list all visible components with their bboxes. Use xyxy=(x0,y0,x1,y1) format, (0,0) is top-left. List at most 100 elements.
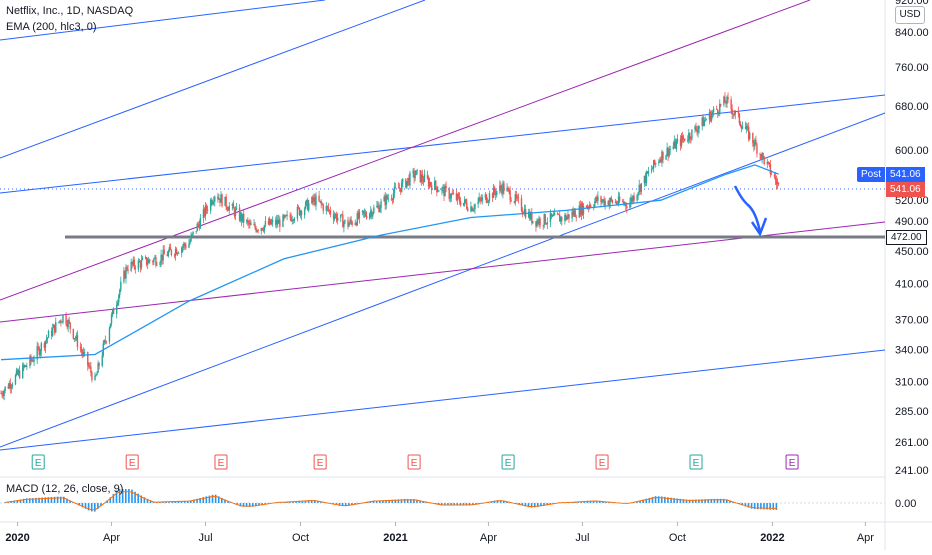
candle-body xyxy=(226,207,227,209)
candle-body xyxy=(188,244,189,248)
currency-button[interactable]: USD xyxy=(895,6,925,24)
candle-body xyxy=(47,338,48,340)
candle-body xyxy=(257,230,258,231)
candle-body xyxy=(41,343,42,351)
candle-body xyxy=(474,204,475,209)
candle-body xyxy=(740,123,741,126)
earnings-marker[interactable]: E xyxy=(32,455,44,469)
candle-body xyxy=(590,205,591,207)
candle-body xyxy=(566,217,567,220)
time-tick-label: Oct xyxy=(669,532,686,544)
candle-body xyxy=(88,366,89,367)
candle-body xyxy=(142,258,143,260)
candle-body xyxy=(697,129,698,133)
candle-body xyxy=(1,393,2,395)
candle-body xyxy=(665,155,666,160)
candle-body xyxy=(48,331,49,338)
candle-body xyxy=(328,207,329,210)
earnings-marker[interactable]: E xyxy=(690,455,702,469)
candle-body xyxy=(45,341,46,348)
earnings-marker[interactable]: E xyxy=(408,455,420,469)
earnings-marker[interactable]: E xyxy=(126,455,138,469)
candle-body xyxy=(163,250,164,255)
candle-body xyxy=(118,295,119,302)
candle-body xyxy=(116,305,117,314)
candle-body xyxy=(95,375,96,376)
candle-body xyxy=(739,113,740,123)
candle-body xyxy=(747,126,748,127)
candle-body xyxy=(308,203,309,210)
candle-body xyxy=(459,196,460,201)
candle-body xyxy=(305,202,306,209)
candle-body xyxy=(691,129,692,139)
earnings-marker[interactable]: E xyxy=(596,455,608,469)
candle-body xyxy=(134,260,135,267)
candle-body xyxy=(724,97,725,103)
ema-legend[interactable]: EMA (200, hlc3, 0) xyxy=(6,21,97,33)
candle-body xyxy=(159,262,160,265)
earnings-marker[interactable]: E xyxy=(786,455,798,469)
time-tick-label: Jul xyxy=(575,532,589,544)
candle-body xyxy=(80,347,81,349)
candle-body xyxy=(554,213,555,216)
candle-body xyxy=(298,207,299,208)
candle-body xyxy=(763,156,764,164)
candle-body xyxy=(738,111,739,114)
candle-body xyxy=(616,202,617,204)
time-tick-label: 2022 xyxy=(760,532,784,544)
candle-body xyxy=(11,386,12,388)
symbol-legend[interactable]: Netflix, Inc., 1D, NASDAQ xyxy=(6,5,133,17)
candle-body xyxy=(301,211,302,215)
candle-body xyxy=(60,320,61,322)
candle-body xyxy=(774,174,775,176)
candle-body xyxy=(509,191,510,201)
candle-body xyxy=(155,257,156,265)
candle-body xyxy=(435,181,436,187)
candle-body xyxy=(98,363,99,366)
candle-body xyxy=(33,359,34,361)
candle-body xyxy=(38,346,39,347)
candle-body xyxy=(394,187,395,193)
earnings-marker[interactable]: E xyxy=(215,455,227,469)
candle-body xyxy=(466,203,467,209)
candle-body xyxy=(73,329,74,339)
candle-body xyxy=(70,323,71,329)
candle-body xyxy=(153,259,154,262)
candle-body xyxy=(719,104,720,113)
candle-body xyxy=(648,171,649,173)
candle-body xyxy=(401,182,402,191)
candle-body xyxy=(330,210,331,214)
macd-legend[interactable]: MACD (12, 26, close, 9) xyxy=(6,483,123,495)
candle-body xyxy=(87,352,88,366)
candle-body xyxy=(651,169,652,171)
candle-body xyxy=(387,195,388,199)
candle-body xyxy=(297,207,298,219)
candle-body xyxy=(489,193,490,200)
candle-body xyxy=(441,188,442,191)
candle-body xyxy=(327,206,328,207)
candle-body xyxy=(652,168,653,169)
price-tick-label: 410.00 xyxy=(895,279,929,291)
candle-body xyxy=(711,114,712,121)
candle-body xyxy=(427,175,428,179)
candle-body xyxy=(323,205,324,211)
earnings-marker[interactable]: E xyxy=(502,455,514,469)
candle-body xyxy=(212,202,213,204)
candle-body xyxy=(304,209,305,215)
price-tick-label: 600.00 xyxy=(895,145,929,157)
candle-body xyxy=(658,162,659,164)
earnings-marker[interactable]: E xyxy=(314,455,326,469)
candle-body xyxy=(184,244,185,246)
candle-body xyxy=(52,328,53,336)
candle-body xyxy=(191,234,192,235)
candle-body xyxy=(117,302,118,304)
candle-body xyxy=(510,201,511,202)
candle-body xyxy=(373,207,374,213)
candle-body xyxy=(438,191,439,192)
candle-body xyxy=(235,209,236,216)
price-tick-label: 241.00 xyxy=(895,465,929,477)
price-tick-label: 285.00 xyxy=(895,406,929,418)
candle-body xyxy=(294,219,295,221)
